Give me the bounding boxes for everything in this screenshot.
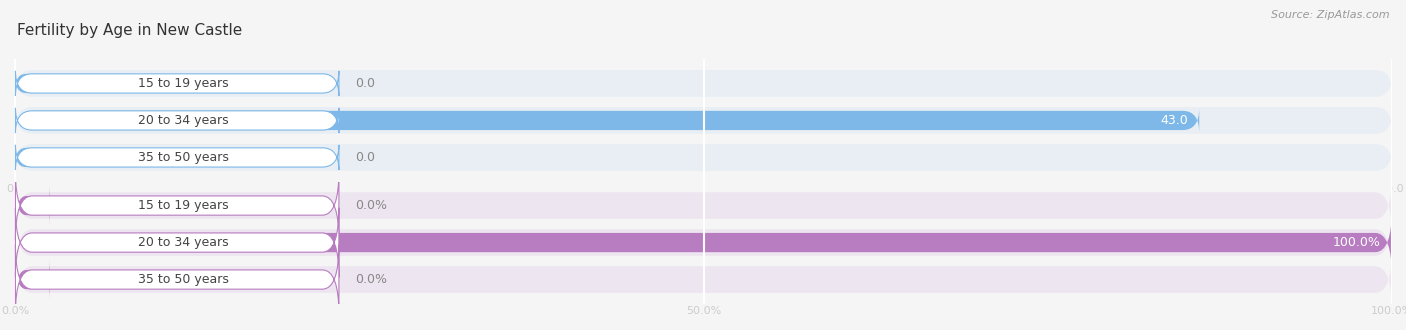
Text: 0.0: 0.0	[356, 151, 375, 164]
FancyBboxPatch shape	[15, 175, 1392, 237]
Text: 43.0: 43.0	[1160, 114, 1188, 127]
Text: 20 to 34 years: 20 to 34 years	[138, 236, 229, 249]
FancyBboxPatch shape	[15, 212, 1392, 274]
FancyBboxPatch shape	[15, 171, 339, 240]
Text: 35 to 50 years: 35 to 50 years	[138, 273, 229, 286]
Text: 0.0%: 0.0%	[356, 273, 388, 286]
Text: Fertility by Age in New Castle: Fertility by Age in New Castle	[17, 23, 242, 38]
FancyBboxPatch shape	[15, 248, 1392, 311]
FancyBboxPatch shape	[15, 208, 339, 277]
FancyBboxPatch shape	[15, 70, 1392, 97]
FancyBboxPatch shape	[15, 108, 339, 133]
FancyBboxPatch shape	[15, 71, 339, 96]
FancyBboxPatch shape	[15, 107, 1392, 134]
Text: 20 to 34 years: 20 to 34 years	[138, 114, 229, 127]
FancyBboxPatch shape	[15, 208, 1392, 277]
FancyBboxPatch shape	[15, 260, 49, 300]
Text: 15 to 19 years: 15 to 19 years	[138, 199, 229, 212]
FancyBboxPatch shape	[15, 144, 1392, 171]
FancyBboxPatch shape	[15, 145, 339, 170]
FancyBboxPatch shape	[15, 185, 49, 225]
FancyBboxPatch shape	[15, 148, 49, 167]
FancyBboxPatch shape	[15, 74, 49, 93]
Text: 100.0%: 100.0%	[1333, 236, 1381, 249]
Text: 0.0%: 0.0%	[356, 199, 388, 212]
Text: 35 to 50 years: 35 to 50 years	[138, 151, 229, 164]
FancyBboxPatch shape	[15, 108, 1199, 133]
Text: 0.0: 0.0	[356, 77, 375, 90]
Text: 15 to 19 years: 15 to 19 years	[138, 77, 229, 90]
FancyBboxPatch shape	[15, 245, 339, 314]
Text: Source: ZipAtlas.com: Source: ZipAtlas.com	[1271, 10, 1389, 20]
